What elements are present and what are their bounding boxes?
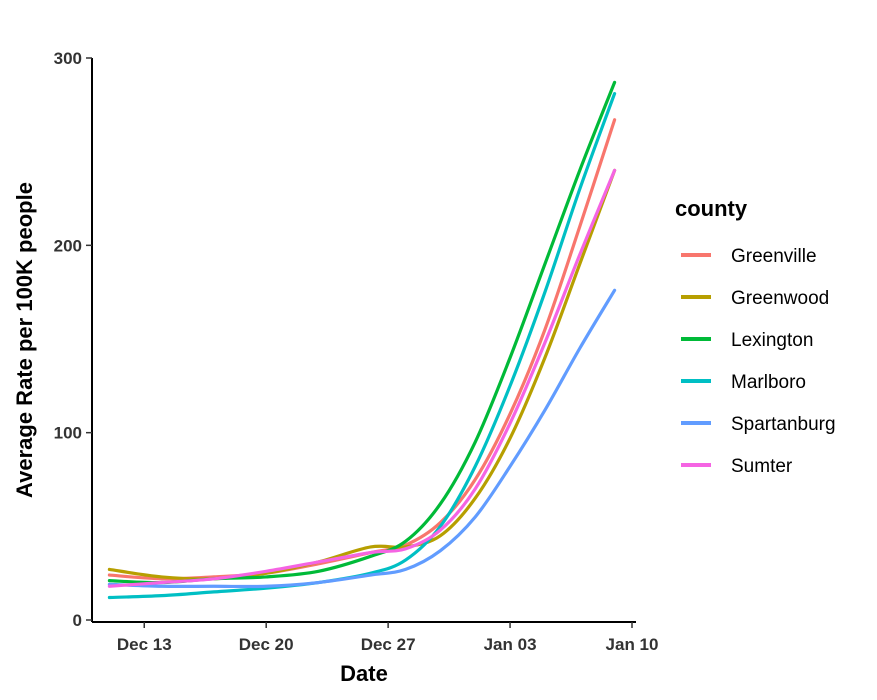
series-line-lexington xyxy=(107,80,617,585)
series-line-greenwood xyxy=(107,168,617,581)
legend-label: Sumter xyxy=(731,456,793,477)
y-tick-label: 0 xyxy=(73,611,82,630)
x-axis-title: Date xyxy=(340,661,388,686)
x-tick-label: Dec 13 xyxy=(117,635,172,654)
y-ticks: 0 100 200 300 xyxy=(54,49,92,630)
y-tick-label: 200 xyxy=(54,236,82,255)
series-line-greenville xyxy=(107,118,617,581)
legend-label: Lexington xyxy=(731,330,813,351)
x-tick-label: Dec 20 xyxy=(239,635,294,654)
series-line-marlboro xyxy=(107,91,617,600)
axes xyxy=(91,58,636,623)
legend-label: Greenville xyxy=(731,246,817,267)
y-tick-label: 300 xyxy=(54,49,82,68)
legend-items: Greenville Greenwood Lexington Marlboro Spar… xyxy=(681,246,836,477)
plot-lines xyxy=(107,80,617,600)
legend-label: Spartanburg xyxy=(731,414,836,435)
x-tick-label: Jan 10 xyxy=(606,635,659,654)
y-tick-label: 100 xyxy=(54,424,82,443)
legend-label: Marlboro xyxy=(731,372,806,393)
x-tick-label: Dec 27 xyxy=(361,635,416,654)
legend-label: Greenwood xyxy=(731,288,829,309)
y-axis-title: Average Rate per 100K people xyxy=(12,182,37,498)
series-line-sumter xyxy=(107,168,617,588)
x-tick-label: Jan 03 xyxy=(484,635,537,654)
legend-title: county xyxy=(675,196,748,221)
series-line-spartanburg xyxy=(107,288,617,589)
x-ticks: Dec 13 Dec 20 Dec 27 Jan 03 Jan 10 xyxy=(117,622,659,654)
legend: county Greenville Greenwood Lexington Marlb… xyxy=(675,196,836,477)
